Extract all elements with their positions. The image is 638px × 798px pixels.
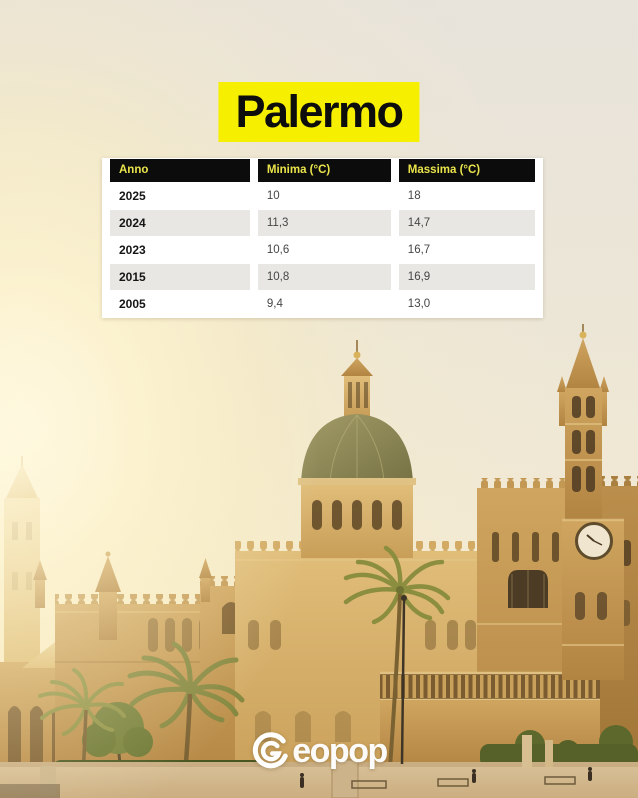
cell-anno: 2015: [110, 264, 250, 290]
cell-anno: 2024: [110, 210, 250, 236]
cell-massima: 18: [398, 183, 535, 209]
geopop-g-icon: [252, 732, 288, 769]
geopop-wordmark: eopop: [292, 731, 388, 770]
temperature-table: Anno Minima (°C) Massima (°C) 2025 10 18…: [102, 158, 543, 318]
column-header-anno: Anno: [110, 159, 250, 182]
cell-anno: 2025: [110, 183, 250, 209]
table-row: 2015 10,8 16,9: [110, 264, 535, 290]
cell-massima: 16,9: [398, 264, 535, 290]
geopop-logo: eopop: [251, 731, 388, 771]
table-row: 2023 10,6 16,7: [110, 237, 535, 263]
page-title: Palermo: [218, 82, 420, 142]
column-header-minima: Minima (°C): [257, 159, 391, 182]
cell-anno: 2023: [110, 237, 250, 263]
table-row: 2005 9,4 13,0: [110, 291, 535, 317]
table-header-row: Anno Minima (°C) Massima (°C): [110, 159, 535, 182]
cell-minima: 10: [257, 183, 391, 209]
cell-minima: 10,6: [257, 237, 391, 263]
cell-massima: 14,7: [398, 210, 535, 236]
table-row: 2024 11,3 14,7: [110, 210, 535, 236]
cell-minima: 10,8: [257, 264, 391, 290]
column-header-massima: Massima (°C): [398, 159, 535, 182]
cell-massima: 16,7: [398, 237, 535, 263]
cell-minima: 9,4: [257, 291, 391, 317]
table-row: 2025 10 18: [110, 183, 535, 209]
cell-anno: 2005: [110, 291, 250, 317]
cell-massima: 13,0: [398, 291, 535, 317]
cell-minima: 11,3: [257, 210, 391, 236]
